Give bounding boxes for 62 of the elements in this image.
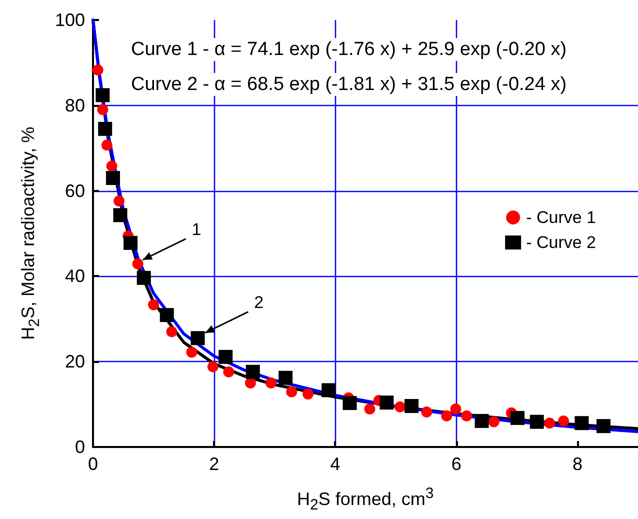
point [510,410,524,425]
point [404,399,419,414]
point [322,383,336,398]
point [544,418,556,429]
point [223,366,234,378]
point [132,258,144,270]
point [160,308,174,322]
point [558,415,570,426]
y-tick-label: 80 [64,95,85,116]
point [113,208,128,222]
point [114,196,125,207]
legend-label: - Curve 1 [526,208,596,227]
point [148,299,160,310]
point [302,388,314,400]
x-tick-label: 8 [572,454,582,474]
x-tick-label: 0 [88,454,98,474]
point [364,404,376,414]
x-tick-label: 2 [209,454,220,474]
y-tick-label: 60 [64,180,85,201]
annotation: 1 [192,220,202,239]
x-tick-label: 4 [330,454,340,474]
point [394,401,406,412]
y-tick-label: 20 [64,352,85,372]
point [98,122,112,136]
point [246,364,260,379]
point [286,386,298,398]
point [92,64,104,76]
point [266,377,277,388]
point [474,414,489,428]
annotation: Curve 2 - α = 68.5 exp (-1.81 x) + 31.5 exp (-0.24 x) [131,74,567,95]
point [441,410,452,422]
point [96,88,110,102]
point [574,416,589,430]
point [166,326,178,338]
point [190,331,205,346]
point [488,416,500,428]
y-tick-label: 100 [54,10,85,30]
point [530,414,544,429]
y-tick-label: 0 [74,437,85,457]
point [421,406,432,418]
y-tick-label: 40 [64,266,85,286]
point [106,170,120,185]
legend-label: - Curve 2 [526,233,596,252]
point [278,370,293,385]
point [596,419,610,434]
point [380,396,394,410]
x-tick-label: 6 [451,454,462,474]
annotation: Curve 1 - α = 74.1 exp (-1.76 x) + 25.9 exp (-0.20 x) [131,39,567,60]
annotation: 2 [254,292,264,312]
point [101,140,112,151]
point [244,377,256,388]
point [450,404,462,414]
point [461,410,472,422]
point [136,270,151,285]
point [207,361,218,372]
point [186,346,198,358]
point [124,236,138,250]
x-axis-title: H$_{2}$S formed, cm$^{3}$ [297,485,434,514]
point [97,104,108,116]
point [106,160,118,172]
point [342,396,357,410]
point [218,350,233,364]
